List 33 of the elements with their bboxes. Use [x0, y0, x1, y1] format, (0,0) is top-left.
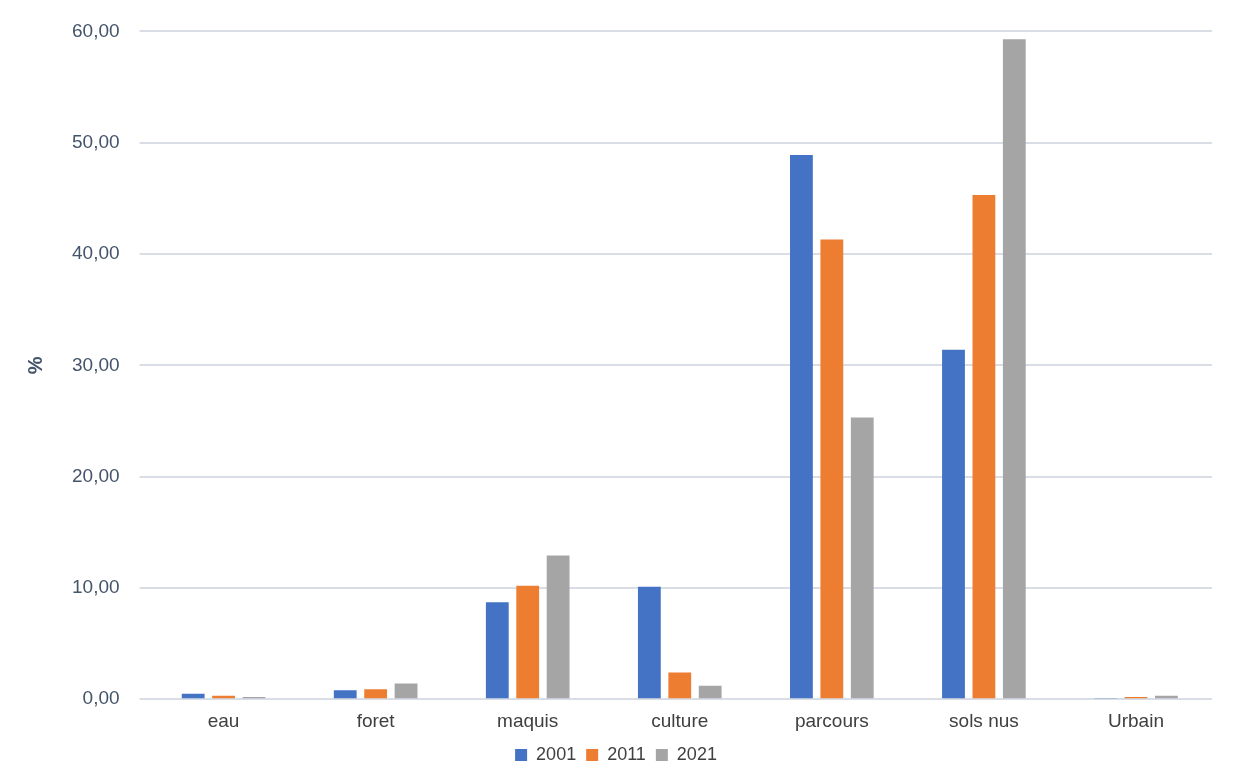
y-axis-title: % — [23, 356, 46, 375]
bar — [820, 239, 844, 699]
bar — [942, 349, 965, 699]
bar — [790, 154, 813, 699]
bar — [1002, 39, 1026, 699]
y-tick-label: 10,00 — [72, 576, 120, 598]
y-tick-label: 20,00 — [72, 464, 120, 486]
bar — [850, 417, 874, 699]
y-tick-label: 60,00 — [72, 19, 120, 41]
bar — [394, 683, 418, 699]
bar — [485, 602, 509, 699]
legend-label: 2021 — [676, 743, 717, 764]
x-tick-label: foret — [356, 709, 396, 731]
bar — [972, 195, 996, 699]
x-tick-label: eau — [207, 709, 240, 731]
bar — [698, 685, 722, 699]
y-tick-label: 30,00 — [72, 353, 120, 375]
bar — [637, 586, 661, 699]
y-tick-label: 0,00 — [82, 687, 120, 709]
bar — [364, 689, 388, 699]
y-tick-label: 50,00 — [72, 130, 120, 152]
bar — [546, 555, 570, 699]
x-tick-label: Urbain — [1107, 709, 1164, 731]
y-tick-label: 40,00 — [72, 242, 120, 264]
bar — [333, 690, 357, 699]
x-tick-label: sols nus — [949, 709, 1019, 731]
x-tick-label: parcours — [794, 709, 869, 731]
legend-label: 2011 — [607, 743, 646, 764]
x-tick-label: maquis — [497, 709, 559, 731]
bar — [668, 672, 692, 699]
legend-label: 2001 — [536, 743, 577, 764]
bar — [516, 585, 540, 699]
x-tick-label: culture — [651, 709, 709, 731]
